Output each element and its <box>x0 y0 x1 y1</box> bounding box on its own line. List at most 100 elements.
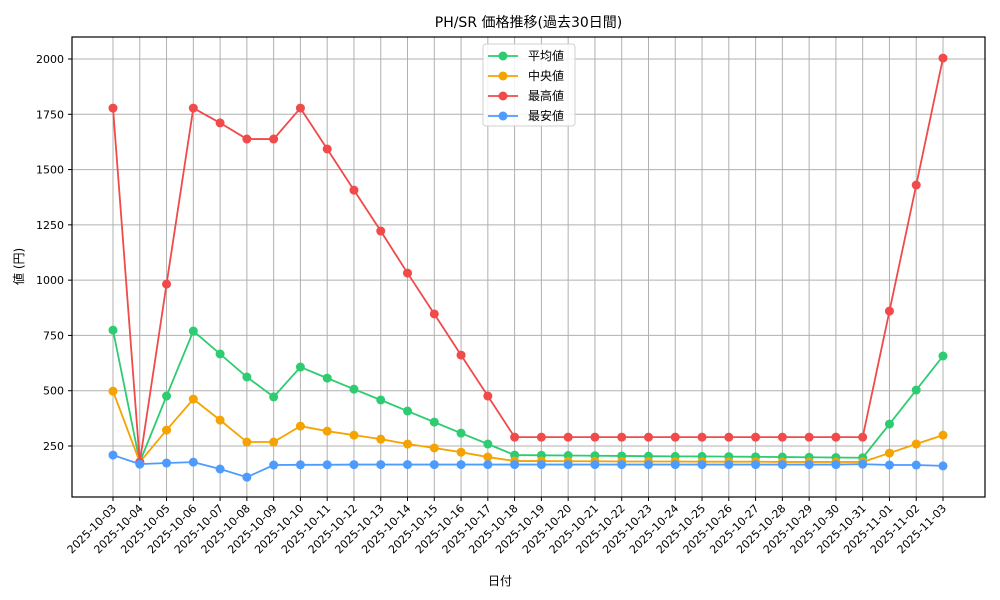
data-point <box>804 432 814 442</box>
data-point <box>429 443 439 453</box>
legend-label: 平均値 <box>528 48 564 63</box>
data-point <box>162 279 172 289</box>
data-point <box>483 391 493 401</box>
data-point <box>295 362 305 372</box>
y-tick-label: 1250 <box>36 219 64 232</box>
series-最高値 <box>108 53 948 467</box>
data-point <box>536 460 546 470</box>
data-point <box>938 53 948 63</box>
data-point <box>376 226 386 236</box>
data-point <box>242 472 252 482</box>
data-point <box>108 450 118 460</box>
data-point <box>884 460 894 470</box>
data-point <box>777 460 787 470</box>
data-point <box>911 439 921 449</box>
data-point <box>670 460 680 470</box>
data-point <box>188 326 198 336</box>
legend-label: 最高値 <box>528 88 564 103</box>
data-point <box>188 394 198 404</box>
data-point <box>724 432 734 442</box>
data-point <box>215 118 225 128</box>
data-point <box>617 460 627 470</box>
data-point <box>724 460 734 470</box>
grid <box>72 37 985 497</box>
data-point <box>403 406 413 416</box>
data-point <box>938 461 948 471</box>
data-point <box>777 432 787 442</box>
data-point <box>376 434 386 444</box>
data-point <box>215 415 225 425</box>
data-point <box>376 395 386 405</box>
data-point <box>322 426 332 436</box>
data-point <box>135 459 145 469</box>
data-point <box>349 384 359 394</box>
legend-marker <box>498 51 508 61</box>
legend-marker <box>498 71 508 81</box>
data-point <box>295 460 305 470</box>
x-axis-label: 日付 <box>487 574 513 588</box>
data-point <box>322 373 332 383</box>
data-point <box>162 391 172 401</box>
data-point <box>670 432 680 442</box>
y-axis-ticks: 250 500 750 1000 1250 1500 1750 2000 <box>36 53 72 453</box>
data-point <box>295 103 305 113</box>
series-最安値 <box>108 450 948 482</box>
legend-marker <box>498 111 508 121</box>
legend-marker <box>498 91 508 101</box>
data-point <box>188 103 198 113</box>
data-point <box>938 351 948 361</box>
data-point <box>322 460 332 470</box>
data-point <box>295 421 305 431</box>
x-axis-ticks: 2025-10-032025-10-042025-10-052025-10-06… <box>65 497 949 556</box>
data-point <box>349 430 359 440</box>
data-point <box>108 325 118 335</box>
data-point <box>483 460 493 470</box>
chart-title: PH/SR 価格推移(過去30日間) <box>434 15 623 31</box>
data-point <box>536 432 546 442</box>
data-point <box>483 439 493 449</box>
data-point <box>911 385 921 395</box>
series-平均値 <box>108 325 948 467</box>
data-point <box>376 460 386 470</box>
data-point <box>162 458 172 468</box>
data-point <box>403 268 413 278</box>
data-point <box>751 432 761 442</box>
data-point <box>456 350 466 360</box>
data-point <box>349 460 359 470</box>
data-point <box>858 459 868 469</box>
data-point <box>483 452 493 462</box>
data-point <box>697 460 707 470</box>
data-point <box>242 134 252 144</box>
data-point <box>938 430 948 440</box>
data-point <box>697 432 707 442</box>
axes-frame <box>71 36 986 498</box>
data-point <box>269 437 279 447</box>
data-point <box>429 460 439 470</box>
data-point <box>911 460 921 470</box>
data-point <box>911 180 921 190</box>
y-tick-label: 1000 <box>36 274 64 287</box>
data-point <box>456 447 466 457</box>
data-point <box>831 460 841 470</box>
data-point <box>831 432 841 442</box>
data-point <box>349 185 359 195</box>
data-point <box>510 432 520 442</box>
data-point <box>590 432 600 442</box>
data-point <box>884 306 894 316</box>
data-point <box>429 417 439 427</box>
data-point <box>643 432 653 442</box>
data-point <box>804 460 814 470</box>
data-point <box>188 457 198 467</box>
data-point <box>215 349 225 359</box>
data-point <box>643 460 653 470</box>
data-point <box>242 437 252 447</box>
data-point <box>108 103 118 113</box>
data-point <box>322 144 332 154</box>
legend-label: 中央値 <box>528 68 564 83</box>
data-point <box>242 372 252 382</box>
data-point <box>269 392 279 402</box>
data-point <box>617 432 627 442</box>
